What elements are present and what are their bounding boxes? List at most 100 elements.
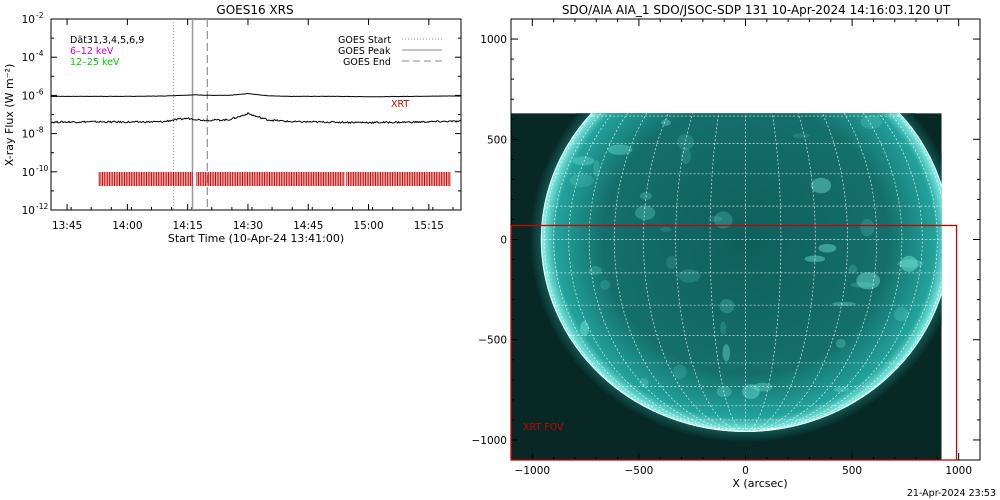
aia-bright-region (897, 259, 924, 268)
goes-x-tick-label: 13:45 (52, 220, 82, 232)
aia-bright-region (850, 282, 875, 288)
aia-grid-longitude (675, 113, 746, 432)
aia-bright-region (818, 243, 837, 253)
goes-x-tick-label: 14:15 (173, 220, 203, 232)
legend-goes-start: GOES Start (338, 35, 391, 46)
aia-grid-longitude (745, 113, 878, 432)
aia-bright-region (893, 307, 909, 322)
aia-bright-region (673, 364, 687, 379)
aia-grid-longitude (745, 113, 848, 432)
aia-y-tick-label: 0 (500, 235, 507, 247)
aia-x-tick-label: 0 (742, 465, 749, 477)
aia-bright-region (600, 279, 611, 290)
aia-grid-longitude (745, 113, 816, 432)
aia-bright-region (714, 211, 733, 229)
aia-grid-longitude (745, 113, 782, 432)
aia-bright-region (719, 298, 735, 314)
goes-y-tick-label: 10 (22, 14, 35, 26)
aia-y-tick-label: 500 (487, 134, 507, 146)
aia-title: SDO/AIA AIA_1 SDO/JSOC-SDP 131 10-Apr-20… (562, 3, 951, 17)
aia-bright-region (593, 160, 600, 178)
aia-bright-region (833, 387, 850, 393)
aia-x-tick-label: −1000 (515, 465, 551, 477)
aia-bright-region (832, 302, 856, 307)
goes-series-long (50, 92, 462, 98)
aia-solar-image (511, 85, 942, 461)
aia-y-tick-label: 1000 (480, 34, 507, 46)
aia-x-tick-label: 500 (842, 465, 862, 477)
aia-bright-region (639, 378, 649, 388)
goes-y-axis-label: X-ray Flux (W m⁻²) (3, 64, 16, 166)
aia-bright-region (810, 177, 832, 194)
goes-x-axis-label: Start Time (10-Apr-24 13:41:00) (168, 232, 344, 245)
aia-bright-region (792, 133, 810, 139)
goes-y-tick-exp: -2 (36, 11, 44, 20)
aia-y-tick-label: −1000 (471, 435, 507, 447)
aia-grid-longitude (643, 113, 746, 432)
aia-bright-region (848, 264, 857, 274)
aia-grid-longitude (544, 113, 746, 432)
aia-bright-region (666, 255, 677, 270)
goes-y-tick-label: 10 (22, 52, 35, 64)
aia-bright-region (569, 173, 594, 188)
aia-bright-region (678, 269, 701, 283)
aia-grid-longitude (709, 113, 746, 432)
goes-y-tick-exp: -10 (36, 164, 48, 173)
aia-bright-region (722, 344, 731, 362)
goes-y-tick-exp: -6 (36, 87, 44, 96)
aia-grid-longitude (745, 113, 938, 432)
legend-goes-end: GOES End (343, 57, 391, 68)
aia-grid-longitude (553, 113, 746, 432)
aia-bright-region (860, 115, 882, 130)
xrt-fov-rectangle (510, 224, 958, 461)
footer-timestamp: 21-Apr-2024 23:53 (907, 488, 996, 499)
aia-solar-disk (541, 113, 942, 432)
goes-title: GOES16 XRS (216, 3, 293, 17)
aia-bright-region (572, 156, 595, 166)
aia-bright-region (580, 321, 589, 337)
goes-series-short (50, 111, 462, 124)
goes-x-tick-label: 14:45 (293, 220, 323, 232)
aia-bright-region (768, 91, 775, 108)
aia-bright-region (752, 382, 773, 392)
xrt-fov-label: XRT FOV (523, 422, 564, 433)
aia-grid-longitude (613, 113, 746, 432)
goes-y-tick-exp: -8 (36, 126, 44, 135)
goes-y-tick-label: 10 (22, 167, 35, 179)
aia-bright-region (588, 266, 602, 275)
goes-y-tick-label: 10 (22, 129, 35, 141)
aia-grid-longitude (745, 113, 942, 432)
goes-x-tick-label: 14:30 (233, 220, 263, 232)
aia-bright-region (860, 218, 875, 237)
goes-y-tick-exp: -12 (36, 202, 48, 211)
aia-bright-region (661, 119, 671, 126)
aia-bright-region (811, 93, 822, 98)
goes-x-axis: 13:45 14:00 14:15 14:30 14:45 15:00 15:15 (50, 19, 454, 232)
xrt-fov-box (510, 224, 958, 461)
goes-series (50, 92, 462, 124)
aia-bright-region (716, 385, 732, 398)
goes-y-tick-label: 10 (22, 205, 35, 217)
aia-axes: −1000 −500 0 500 1000 −1000 −500 0 500 1000 (471, 19, 980, 477)
aia-grid-longitude (568, 113, 746, 432)
aia-bright-region (660, 226, 672, 232)
aia-limb (540, 113, 942, 432)
xrt-coverage-bars (98, 172, 451, 186)
goes-y-tick-label: 10 (22, 90, 35, 102)
aia-bright-region (680, 147, 691, 165)
aia-bright-region (635, 205, 656, 221)
aia-bright-region (835, 338, 846, 349)
aia-bright-region (676, 133, 694, 151)
aia-bright-region (651, 95, 667, 106)
aia-bright-region (900, 255, 918, 272)
aia-bright-region (707, 216, 723, 222)
aia-bright-region (804, 85, 816, 102)
goes-x-tick-label: 15:15 (414, 220, 444, 232)
xrt-label: XRT (391, 99, 409, 110)
aia-y-tick-label: −500 (478, 335, 507, 347)
goes-x-tick-label: 15:00 (353, 220, 383, 232)
aia-x-tick-label: −500 (624, 465, 653, 477)
legend-12-25kev: 12–25 keV (70, 57, 120, 68)
